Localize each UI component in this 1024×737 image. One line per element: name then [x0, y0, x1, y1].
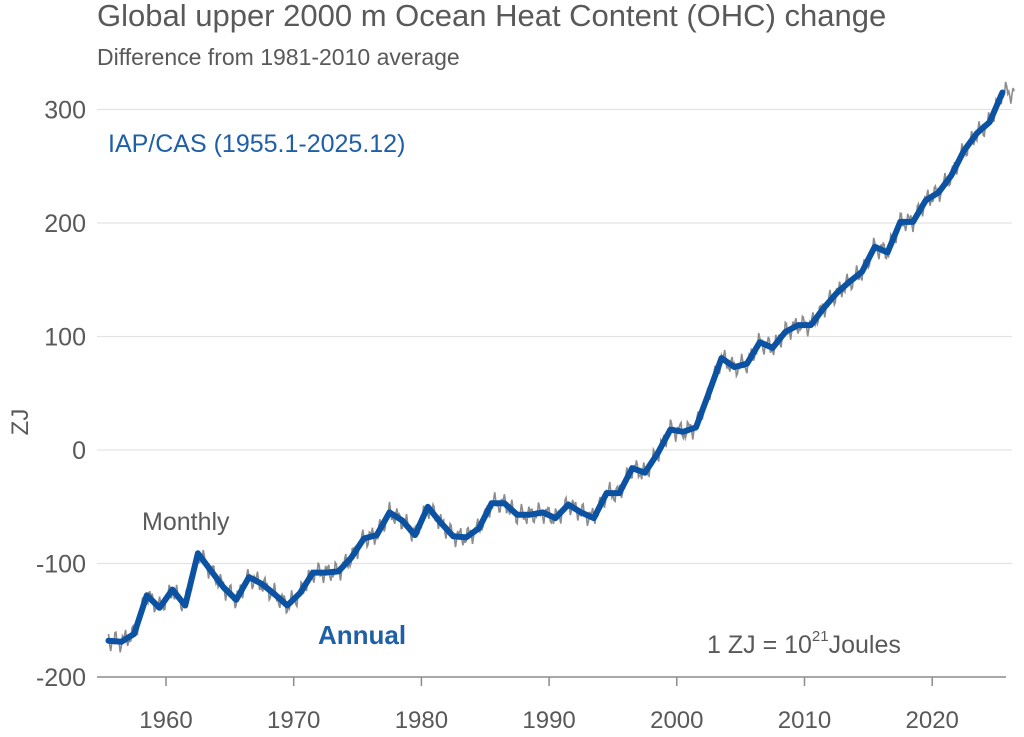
- x-tick-label: 1980: [395, 707, 448, 734]
- y-tick-label: 200: [44, 210, 86, 238]
- x-tick-label: 1960: [139, 707, 192, 734]
- unit-prefix: 1 ZJ = 10: [707, 631, 812, 659]
- source-annotation: IAP/CAS (1955.1-2025.12): [108, 130, 406, 158]
- y-tick-labels: 300 200 100 0 -100 -200: [36, 97, 86, 693]
- monthly-series-label: Monthly: [142, 508, 230, 536]
- x-axis: 1960 1970 1980 1990 2000 2010 2020: [97, 676, 1006, 734]
- annual-series-line: [105, 89, 1006, 645]
- y-tick-label: 0: [72, 437, 86, 465]
- chart-subtitle: Difference from 1981-2010 average: [97, 44, 460, 70]
- unit-annotation: 1 ZJ = 1021Joules: [707, 628, 901, 660]
- x-tick-label: 2020: [906, 707, 959, 734]
- gridlines: [97, 108, 1012, 565]
- y-tick-label: 300: [44, 97, 86, 125]
- y-tick-label: -200: [36, 664, 86, 692]
- chart-title: Global upper 2000 m Ocean Heat Content (…: [97, 0, 887, 33]
- unit-exponent: 21: [811, 628, 829, 645]
- series-lines: [105, 81, 1015, 653]
- annual-series-label: Annual: [318, 620, 407, 650]
- unit-suffix: Joules: [828, 631, 901, 659]
- x-tick-label: 2000: [650, 707, 703, 734]
- y-tick-label: 100: [44, 324, 86, 352]
- monthly-series-line: [107, 81, 1015, 653]
- x-tick-label: 1970: [267, 707, 320, 734]
- y-tick-label: -100: [36, 551, 86, 579]
- x-tick-label: 1990: [522, 707, 575, 734]
- x-tick-label: 2010: [778, 707, 831, 734]
